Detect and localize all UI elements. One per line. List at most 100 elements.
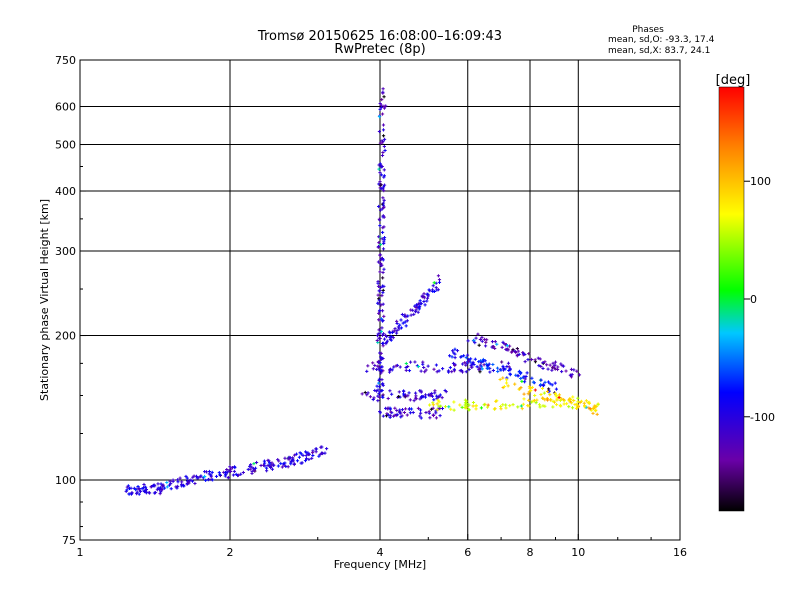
echo-point [574,406,579,411]
echo-point [577,373,582,377]
echo-point [413,391,418,395]
echo-point [583,405,587,409]
echo-point [530,376,534,380]
echo-point [408,398,412,402]
echo-point [438,414,442,418]
echo-point [480,339,484,343]
echo-point [207,469,212,474]
echo-point [541,361,545,365]
echo-point [189,478,193,482]
echo-point [452,367,456,372]
echo-point [526,358,530,362]
echo-point [401,392,406,396]
echo-point [587,400,591,404]
echo-point [482,403,486,407]
y-tick-label: 500 [55,139,76,152]
echo-point [380,230,385,235]
echo-point [395,412,399,417]
echo-point [474,403,478,408]
echo-point [486,363,490,368]
echo-point [368,395,373,399]
echo-point [521,351,526,355]
echo-point [382,144,386,149]
echo-point [572,398,576,403]
echo-point [379,330,383,334]
echo-point [268,462,272,466]
echo-point [560,369,564,374]
echo-point [548,382,552,386]
echo-point [382,337,387,341]
echo-point [555,397,559,401]
echo-point [409,407,414,411]
echo-point [500,360,504,364]
echo-point [129,486,133,490]
echo-point [441,367,445,371]
echo-point [435,370,439,374]
echo-point [498,377,502,382]
echo-point [435,394,439,398]
echo-point [386,406,390,410]
echo-point [382,104,386,108]
echo-point [507,368,511,373]
echo-point [380,112,385,116]
echo-point [406,394,410,398]
echo-point [404,315,408,319]
echo-point [553,367,557,371]
echo-point [539,378,543,382]
echo-point [422,292,426,296]
echo-point [402,389,406,393]
echo-point [378,409,382,414]
echo-point [434,363,439,367]
echo-point [300,461,304,465]
echo-point [418,408,423,412]
echo-point [223,474,227,478]
echo-point [539,364,543,369]
echo-point [434,411,438,415]
y-tick-label: 300 [55,245,76,258]
echo-point [591,411,595,415]
echo-point [376,360,380,365]
echo-point [382,267,386,271]
echo-point [594,408,598,412]
echo-point [479,364,483,368]
echo-point [379,357,383,361]
echo-point [379,351,383,356]
echo-point [377,204,381,209]
echo-point [412,399,416,403]
x-tick-label: 6 [464,546,471,559]
echo-point [478,337,482,342]
echo-point [401,321,405,325]
echo-point [436,288,440,292]
echo-point [272,463,276,467]
echo-point [423,370,427,374]
echo-point [365,393,369,397]
echo-point [419,369,423,373]
echo-point [438,406,442,411]
echo-point [380,365,384,369]
phases-heading: Phases [632,25,664,35]
echo-point [419,411,423,415]
echo-point [393,406,397,410]
echo-point [290,459,294,463]
echo-point [377,241,381,245]
echo-point [377,115,382,119]
echo-point [570,406,575,410]
echo-point [520,379,524,383]
echo-point [559,404,563,408]
echo-point [270,461,274,465]
echo-point [570,401,574,405]
echo-point [294,452,299,456]
echo-point [403,395,407,399]
echo-point [397,394,401,399]
echo-point [477,368,481,372]
echo-point [463,405,467,409]
echo-point [377,336,381,340]
echo-point [437,404,441,408]
echo-point [366,391,370,395]
echo-point [452,408,456,412]
y-tick-label: 75 [62,534,76,547]
echo-point [447,354,452,358]
echo-point [210,470,214,474]
echo-point [416,364,421,369]
